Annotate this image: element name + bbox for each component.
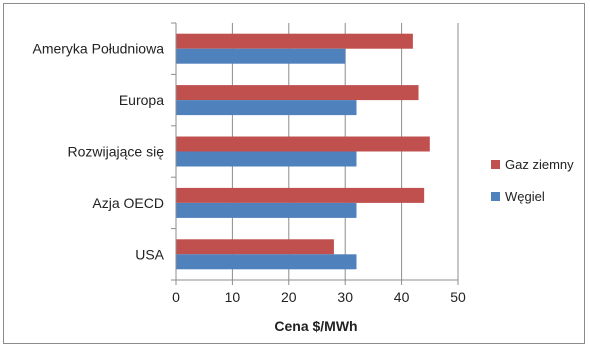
bar-wegiel-4 <box>176 254 357 270</box>
bar-wegiel-3 <box>176 202 357 218</box>
legend-label: Gaz ziemny <box>505 157 574 172</box>
bar-gaz-ziemny-0 <box>176 33 413 49</box>
bar-wegiel-2 <box>176 151 357 167</box>
x-tick-labels: 0 10 20 30 40 50 <box>172 289 466 305</box>
bar-gaz-ziemny-4 <box>176 239 334 255</box>
x-tick-label: 0 <box>172 289 180 305</box>
category-labels: Ameryka Południowa Europa Rozwijające się A… <box>32 41 164 263</box>
axes <box>171 22 459 285</box>
category-label: Ameryka Południowa <box>32 41 164 57</box>
legend: Gaz ziemny Węgiel <box>491 157 574 204</box>
legend-label: Węgiel <box>505 189 545 204</box>
x-tick-label: 30 <box>337 289 353 305</box>
bar-wegiel-1 <box>176 100 357 116</box>
x-tick-label: 20 <box>281 289 297 305</box>
bar-wegiel-0 <box>176 48 346 64</box>
legend-swatch <box>491 192 500 201</box>
x-axis-label: Cena $/MWh <box>274 318 357 334</box>
bar-gaz-ziemny-3 <box>176 187 425 203</box>
x-tick-label: 40 <box>394 289 410 305</box>
category-label: Rozwijające się <box>68 144 165 160</box>
category-label: Azja OECD <box>92 195 164 211</box>
bar-gaz-ziemny-2 <box>176 136 430 152</box>
legend-swatch <box>491 160 500 169</box>
bars <box>176 33 430 270</box>
x-tick-label: 50 <box>450 289 466 305</box>
bar-gaz-ziemny-1 <box>176 85 419 101</box>
x-tick-label: 10 <box>225 289 241 305</box>
category-label: Europa <box>119 92 164 108</box>
category-label: USA <box>135 246 164 262</box>
